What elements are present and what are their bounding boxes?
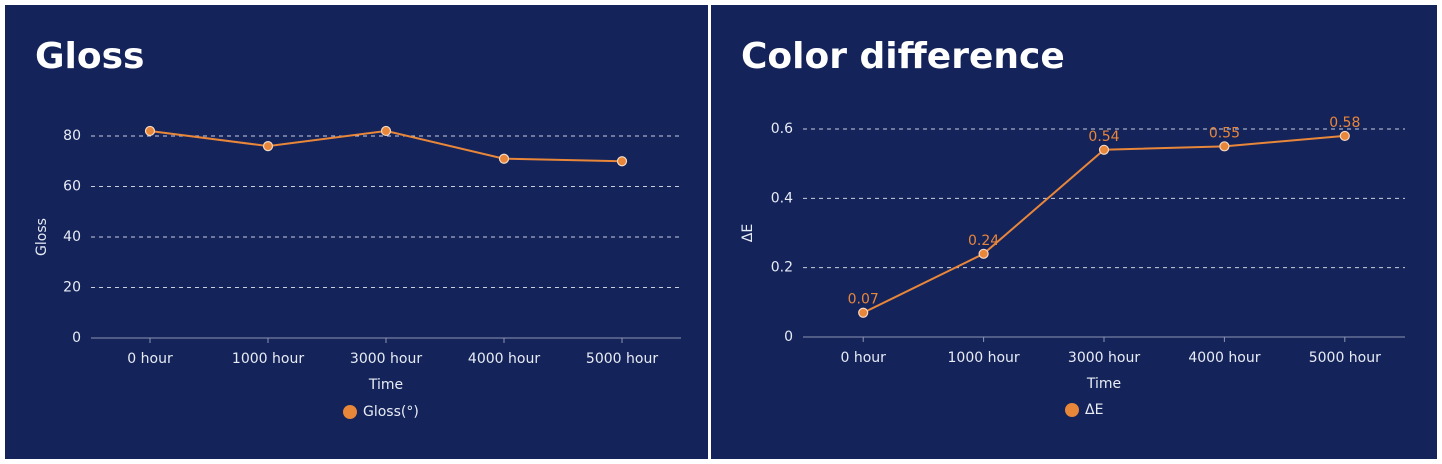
data-point [380, 125, 392, 137]
x-tick-label: 0 hour [127, 351, 173, 367]
panel-background [711, 5, 1437, 459]
x-tick-label: 5000 hour [1309, 350, 1381, 366]
x-tick-label: 0 hour [840, 350, 886, 366]
legend-label: Gloss(°) [363, 404, 419, 420]
x-axis-label: Time [1086, 376, 1121, 392]
y-tick-label: 0.6 [771, 121, 793, 137]
data-label: 0.24 [968, 233, 999, 249]
y-tick-label: 0.4 [771, 190, 793, 206]
y-tick-label: 0.2 [771, 260, 793, 276]
y-tick-label: 20 [63, 280, 81, 296]
x-tick-label: 1000 hour [948, 350, 1020, 366]
data-point [1098, 144, 1110, 155]
panel-background [5, 5, 708, 459]
data-label: 0.54 [1088, 129, 1119, 145]
data-point [858, 307, 869, 318]
data-point [978, 248, 989, 259]
y-tick-label: 60 [63, 179, 81, 195]
legend-marker [343, 405, 357, 419]
data-point [262, 141, 274, 152]
data-point [1219, 141, 1230, 152]
data-point [144, 125, 156, 137]
legend-marker [1065, 403, 1079, 417]
x-tick-label: 4000 hour [1188, 350, 1260, 366]
chart-title: Gloss [35, 36, 144, 77]
y-axis-label: ΔE [740, 224, 756, 242]
y-tick-label: 80 [63, 128, 81, 144]
data-label: 0.58 [1329, 115, 1360, 131]
y-tick-label: 0 [784, 329, 793, 345]
x-tick-label: 1000 hour [232, 351, 304, 367]
y-axis-label: Gloss [34, 218, 50, 256]
data-label: 0.55 [1209, 125, 1240, 141]
x-tick-label: 4000 hour [468, 351, 540, 367]
x-tick-label: 3000 hour [1068, 350, 1140, 366]
data-label: 0.07 [848, 292, 879, 308]
x-tick-label: 5000 hour [586, 351, 658, 367]
legend-label: ΔE [1085, 402, 1103, 418]
data-point [616, 156, 628, 167]
x-tick-label: 3000 hour [350, 351, 422, 367]
y-tick-label: 0 [72, 330, 81, 346]
data-point [498, 153, 510, 164]
chart-title: Color difference [741, 36, 1065, 77]
x-axis-label: Time [368, 377, 403, 393]
data-point [1339, 130, 1350, 142]
y-tick-label: 40 [63, 229, 81, 245]
